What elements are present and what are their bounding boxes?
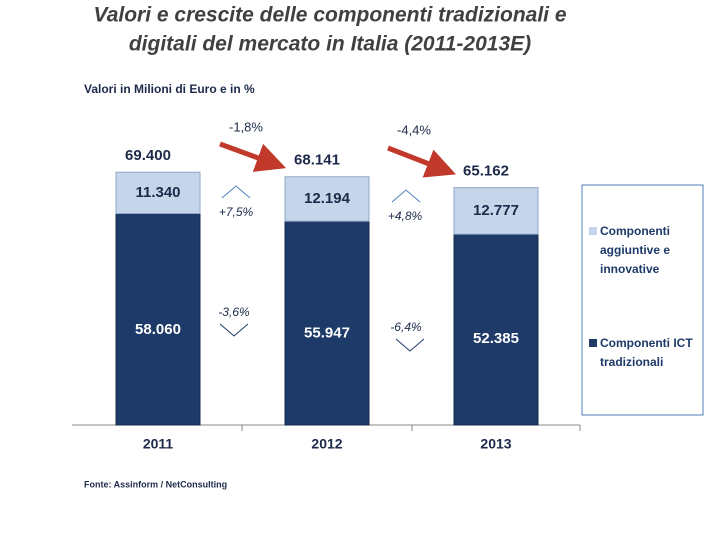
annotation: -4,4% [397, 122, 431, 137]
legend-swatch [589, 227, 597, 235]
chevron-down [219, 323, 249, 337]
annotation: +4,8% [388, 209, 423, 223]
total-label: 68.141 [294, 152, 340, 169]
bar-segment [284, 220, 370, 426]
annotation: -1,8% [229, 119, 263, 134]
chevron-up [221, 185, 251, 199]
legend-swatch [589, 339, 597, 347]
legend-item: Componenti ICT tradizionali [589, 334, 700, 372]
chevron-down [395, 338, 425, 352]
total-label: 65.162 [463, 163, 509, 180]
legend-label: Componenti aggiuntive e innovative [600, 224, 671, 276]
bar-segment [453, 233, 539, 426]
value-label: 12.194 [304, 190, 351, 207]
legend-box [581, 184, 704, 416]
annotation: -6,4% [390, 320, 422, 334]
legend-item: Componenti aggiuntive e innovative [589, 222, 700, 279]
bar-segment [115, 212, 201, 426]
value-label: 11.340 [135, 184, 180, 201]
bar-segment [453, 187, 539, 235]
value-label: 52.385 [473, 330, 519, 347]
annotation: +7,5% [219, 205, 254, 219]
value-label: 12.777 [473, 202, 519, 219]
value-label: 58.060 [135, 321, 181, 338]
x-tick-label: 2012 [311, 436, 342, 452]
legend-label: Componenti ICT tradizionali [600, 336, 693, 369]
arrow [219, 141, 287, 172]
chevron-up [391, 189, 421, 203]
chart-title: digitali del mercato in Italia (2011-201… [129, 33, 531, 56]
x-tick-label: 2011 [143, 436, 174, 452]
bar-segment [115, 171, 201, 214]
arrow [387, 145, 456, 178]
subtitle: Valori in Milioni di Euro e in % [84, 82, 255, 96]
x-tick-label: 2013 [480, 436, 511, 452]
annotation: -3,6% [218, 305, 250, 319]
bar-segment [284, 176, 370, 222]
value-label: 55.947 [304, 324, 350, 341]
total-label: 69.400 [125, 147, 171, 164]
source: Fonte: Assinform / NetConsulting [84, 479, 227, 489]
chart-title: Valori e crescite delle componenti tradi… [93, 4, 566, 27]
